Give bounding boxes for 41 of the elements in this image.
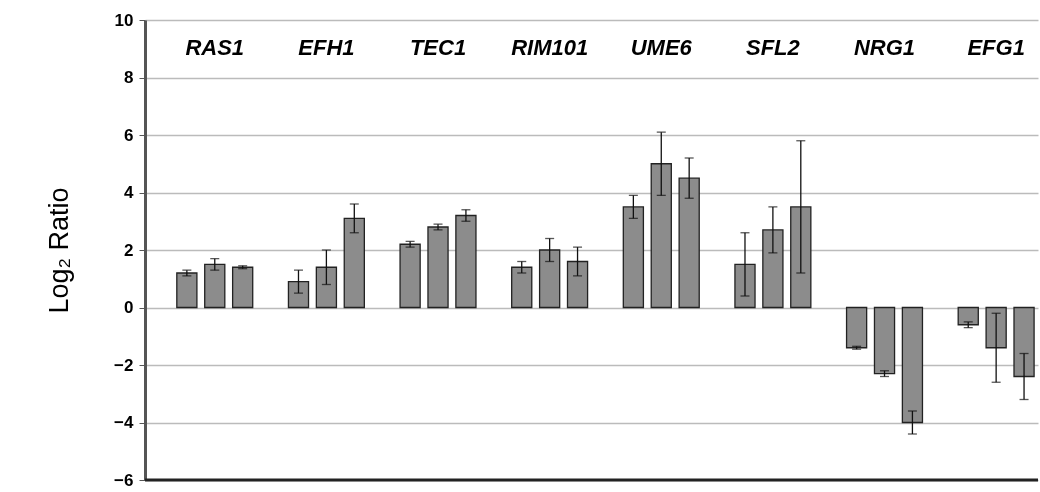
annotation: EFH1 (298, 35, 355, 60)
bar (901, 306, 924, 424)
annotation: RAS1 (185, 35, 245, 60)
bar (1013, 306, 1035, 378)
bar (622, 206, 645, 309)
bar (678, 177, 700, 309)
bar (566, 260, 589, 309)
bar (455, 214, 477, 309)
bar (204, 263, 226, 309)
y-tick-label: 8 (124, 68, 134, 87)
bar (511, 266, 533, 309)
bar (427, 226, 449, 309)
bar (762, 229, 784, 309)
y-tick-label: 10 (114, 10, 134, 30)
bar (790, 206, 812, 309)
bar (343, 217, 365, 309)
bar (985, 306, 1007, 349)
y-tick-label: 6 (124, 125, 134, 145)
bar (231, 266, 254, 309)
y-tick-label: −6 (114, 470, 134, 490)
annotation: NRG1 (853, 35, 916, 60)
y-tick-label: −2 (114, 355, 134, 375)
bar (650, 163, 672, 309)
bar (287, 280, 310, 309)
bar (538, 249, 561, 309)
y-axis-title: Log₂ Ratio (44, 187, 75, 314)
bar (957, 306, 979, 326)
y-tick-label: 2 (124, 240, 134, 260)
y-tick-label: 0 (124, 298, 134, 317)
annotation: UME6 (630, 35, 693, 60)
y-tick-label: 4 (124, 183, 135, 202)
annotation: EFG1 (967, 35, 1025, 60)
annotation: TEC1 (409, 35, 467, 60)
bar (399, 243, 421, 309)
bar (845, 306, 868, 349)
bar (873, 306, 896, 375)
y-tick-label: −4 (114, 413, 135, 432)
annotation: RIM101 (511, 35, 589, 60)
bar (176, 272, 198, 309)
annotation: SFL2 (745, 35, 801, 60)
bar (315, 266, 338, 309)
